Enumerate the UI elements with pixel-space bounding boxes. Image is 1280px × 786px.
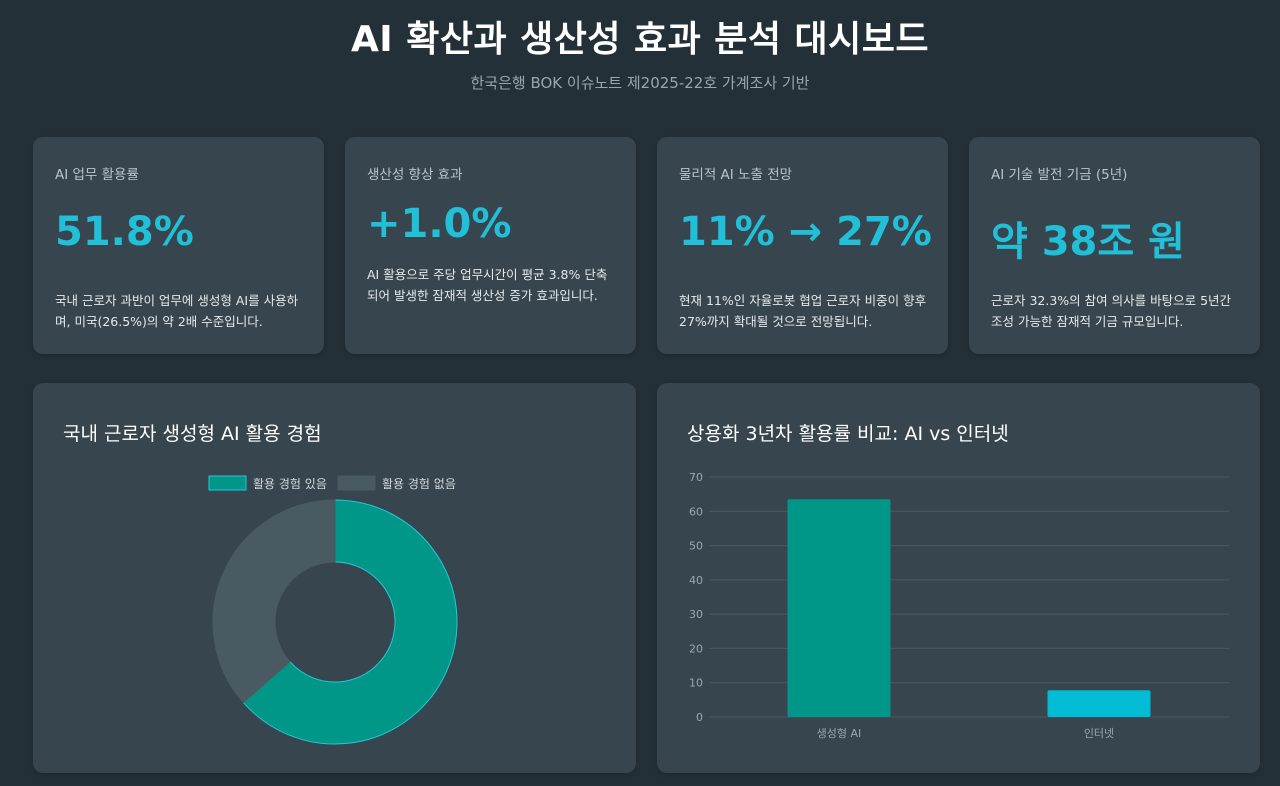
- stat-card-description: 국내 근로자 과반이 업무에 생성형 AI를 사용하며, 미국(26.5%)의 …: [55, 293, 299, 329]
- x-tick-label: 인터넷: [1084, 727, 1114, 740]
- stat-card-value: 약 38조 원: [991, 219, 1185, 265]
- stat-card-value: 11% → 27%: [679, 209, 932, 255]
- stat-card-ai-fund: AI 기술 발전 기금 (5년) 약 38조 원 근로자 32.3%의 참여 의…: [969, 137, 1260, 354]
- stat-card-value: +1.0%: [367, 201, 512, 247]
- legend-label: 활용 경험 없음: [382, 477, 456, 491]
- chart-legend: 활용 경험 있음 활용 경험 없음: [208, 475, 456, 491]
- legend-swatch: [337, 475, 376, 491]
- y-tick-label: 40: [689, 574, 703, 587]
- stat-card-label: 생산성 향상 효과: [367, 167, 463, 183]
- donut-chart: 활용 경험 있음 활용 경험 없음: [208, 475, 458, 745]
- donut-chart-title: 국내 근로자 생성형 AI 활용 경험: [63, 423, 322, 445]
- x-tick-label: 생성형 AI: [817, 727, 862, 740]
- donut-slice: [212, 499, 336, 704]
- bar: [1047, 690, 1151, 717]
- stat-card-label: 물리적 AI 노출 전망: [679, 167, 793, 183]
- stat-card-description: 현재 11%인 자율로봇 협업 근로자 비중이 향후 27%까지 확대될 것으로…: [679, 293, 927, 329]
- stat-card-description: AI 활용으로 주당 업무시간이 평균 3.8% 단축되어 발생한 잠재적 생산…: [367, 267, 608, 303]
- y-tick-label: 20: [689, 642, 703, 655]
- y-tick-label: 30: [689, 608, 703, 621]
- y-tick-label: 0: [696, 711, 703, 724]
- y-tick-label: 10: [689, 677, 703, 690]
- stat-card-label: AI 기술 발전 기금 (5년): [991, 167, 1128, 183]
- bar-chart-panel: 상용화 3년차 활용률 비교: AI vs 인터넷 0 10 20 30 40 50 60 7…: [657, 383, 1260, 773]
- legend-swatch: [208, 475, 247, 491]
- y-tick-label: 70: [689, 471, 703, 484]
- stat-card-value: 51.8%: [55, 209, 194, 255]
- y-tick-label: 60: [689, 505, 703, 518]
- stat-card-physical-ai: 물리적 AI 노출 전망 11% → 27% 현재 11%인 자율로봇 협업 근…: [657, 137, 948, 354]
- stat-card-productivity: 생산성 향상 효과 +1.0% AI 활용으로 주당 업무시간이 평균 3.8%…: [345, 137, 636, 354]
- page-title: AI 확산과 생산성 효과 분석 대시보드: [350, 19, 930, 60]
- stat-card-label: AI 업무 활용률: [55, 167, 139, 183]
- stat-card-ai-usage: AI 업무 활용률 51.8% 국내 근로자 과반이 업무에 생성형 AI를 사…: [33, 137, 324, 354]
- bar: [787, 499, 891, 717]
- y-tick-label: 50: [689, 540, 703, 553]
- page-subtitle: 한국은행 BOK 이슈노트 제2025-22호 가계조사 기반: [470, 74, 810, 92]
- bar-chart-title: 상용화 3년차 활용률 비교: AI vs 인터넷: [687, 423, 1009, 445]
- donut-slice: [242, 499, 458, 745]
- donut-chart-panel: 국내 근로자 생성형 AI 활용 경험 활용 경험 있음 활용 경험 없음: [33, 383, 636, 773]
- bar-chart: 0 10 20 30 40 50 60 70 생성형 AI 인터넷: [689, 471, 1229, 740]
- legend-label: 활용 경험 있음: [253, 477, 327, 491]
- stat-card-description: 근로자 32.3%의 참여 의사를 바탕으로 5년간 조성 가능한 잠재적 기금…: [991, 293, 1232, 329]
